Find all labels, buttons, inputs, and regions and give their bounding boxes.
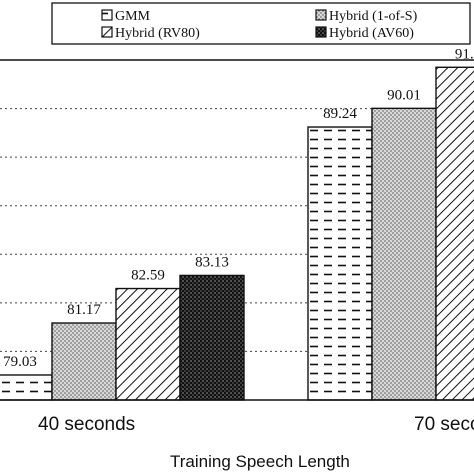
legend-item-hybrid-1-of-s: Hybrid (1-of-S): [315, 9, 418, 24]
x-tick-label-70-seconds: 70 seconds: [414, 414, 474, 435]
bars: [0, 66, 474, 401]
legend-label-hybrid-rv80: Hybrid (RV80): [115, 26, 200, 41]
legend: GMM Hybrid (1-of-S) Hybrid (RV80) Hybrid…: [51, 2, 471, 45]
legend-item-hybrid-av60: Hybrid (AV60): [315, 26, 414, 41]
x-axis-title: Training Speech Length: [170, 452, 350, 471]
data-label: 79.03: [3, 354, 37, 370]
legend-box: [51, 2, 471, 45]
data-label: 81.17: [67, 302, 101, 318]
bar-hybrid-av60-0: [179, 274, 245, 401]
legend-label-hybrid-av60: Hybrid (AV60): [329, 26, 414, 41]
x-tick-label-40-seconds: 40 seconds: [38, 414, 135, 435]
bar-hybrid-rv80-1: [435, 66, 474, 401]
data-label: 89.24: [323, 106, 357, 122]
bar-gmm-1: [307, 126, 373, 401]
legend-swatch-gmm: [101, 9, 113, 21]
data-label: 83.13: [195, 254, 229, 270]
legend-swatch-hybrid-rv80: [101, 26, 113, 38]
legend-item-hybrid-rv80: Hybrid (RV80): [101, 26, 200, 41]
bar-gmm-0: [0, 374, 53, 401]
data-label: 91.7: [455, 46, 474, 62]
bar-hybrid-1-of-s-0: [51, 322, 117, 401]
data-label: 82.59: [131, 268, 165, 284]
legend-label-gmm: GMM: [115, 9, 151, 24]
legend-swatch-hybrid-av60: [315, 26, 327, 38]
value-labels: 79.03 81.17 82.59 83.13 89.24 90.01 91.7: [3, 46, 474, 370]
data-label: 90.01: [387, 87, 421, 103]
legend-swatch-hybrid-1-of-s: [315, 9, 327, 21]
bar-hybrid-rv80-0: [115, 287, 181, 401]
legend-label-hybrid-1-of-s: Hybrid (1-of-S): [329, 9, 418, 24]
legend-item-gmm: GMM: [101, 9, 151, 24]
bar-hybrid-1-of-s-1: [371, 107, 437, 401]
